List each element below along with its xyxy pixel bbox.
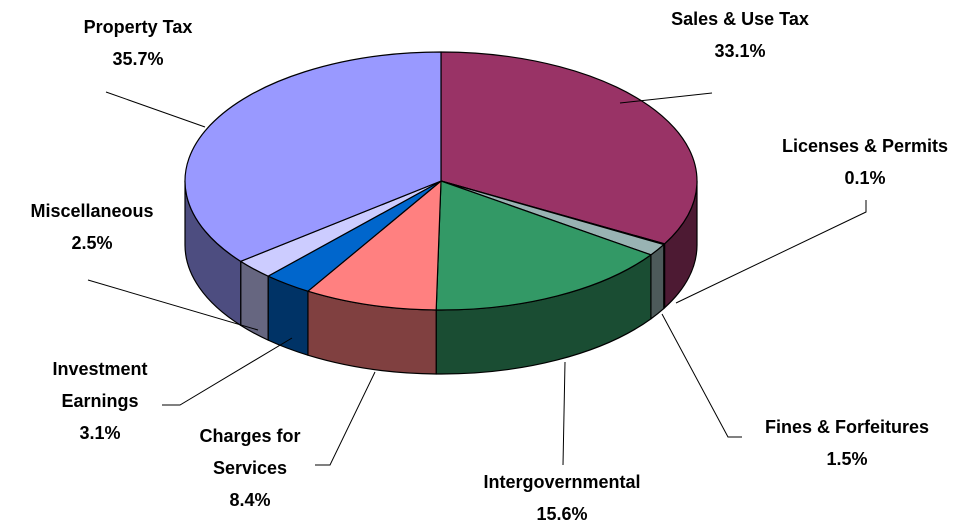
value-label: 15.6%: [536, 504, 587, 524]
leader-line: [315, 371, 376, 466]
slice: [184, 51, 442, 262]
value-label: 8.4%: [229, 490, 270, 510]
leader-line: [619, 92, 713, 104]
slice: [440, 51, 698, 245]
value-label: 3.1%: [79, 423, 120, 443]
leader-line: [562, 361, 566, 466]
category-label: Property Tax: [84, 17, 193, 37]
leader-line: [661, 313, 742, 438]
leader-line: [87, 279, 259, 331]
category-label: Intergovernmental: [483, 472, 640, 492]
value-label: 2.5%: [71, 233, 112, 253]
category-label: Investment Earnings: [52, 359, 147, 411]
category-label: Licenses & Permits: [782, 136, 948, 156]
value-label: 1.5%: [826, 449, 867, 469]
value-label: 33.1%: [714, 41, 765, 61]
labels: Sales & Use Tax 33.1% Licenses & Permits 0.…: [30, 9, 948, 524]
leader-line: [162, 337, 293, 406]
leader-line: [105, 91, 206, 128]
value-label: 35.7%: [112, 49, 163, 69]
slice: [307, 180, 442, 311]
slice: [435, 180, 652, 311]
category-label: Sales & Use Tax: [671, 9, 809, 29]
leader-lines: [87, 91, 867, 466]
category-label: Miscellaneous: [30, 201, 153, 221]
category-label: Fines & Forfeitures: [765, 417, 929, 437]
value-label: 0.1%: [844, 168, 885, 188]
pie-tops: [184, 51, 698, 311]
category-label: Charges for Services: [199, 426, 300, 478]
pie-sides: [184, 180, 698, 375]
slice-side: [650, 243, 665, 320]
leader-line: [675, 200, 867, 304]
